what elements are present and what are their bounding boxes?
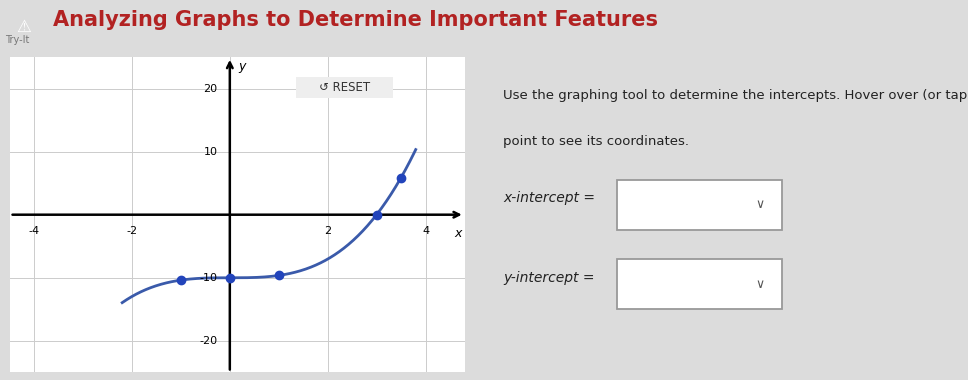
FancyBboxPatch shape <box>291 76 398 99</box>
Text: 20: 20 <box>203 84 218 93</box>
FancyBboxPatch shape <box>618 180 782 230</box>
Text: Use the graphing tool to determine the intercepts. Hover over (or tap) a: Use the graphing tool to determine the i… <box>503 89 968 102</box>
Text: ⚠: ⚠ <box>15 17 31 36</box>
Text: 2: 2 <box>324 226 331 236</box>
Text: point to see its coordinates.: point to see its coordinates. <box>503 135 689 148</box>
Text: 10: 10 <box>203 147 218 157</box>
Text: ∨: ∨ <box>755 198 765 211</box>
Text: -10: -10 <box>199 273 218 283</box>
Text: x-intercept =: x-intercept = <box>503 191 595 205</box>
Text: Analyzing Graphs to Determine Important Features: Analyzing Graphs to Determine Important … <box>53 10 658 30</box>
Text: -4: -4 <box>29 226 40 236</box>
Text: ∨: ∨ <box>755 278 765 291</box>
Text: -2: -2 <box>127 226 137 236</box>
Text: x: x <box>455 227 462 240</box>
Text: ↺ RESET: ↺ RESET <box>319 81 371 94</box>
Text: y-intercept =: y-intercept = <box>503 271 595 285</box>
FancyBboxPatch shape <box>618 259 782 309</box>
Text: -20: -20 <box>199 336 218 346</box>
Text: Try-It: Try-It <box>5 35 29 46</box>
Text: y: y <box>239 60 246 73</box>
Text: 4: 4 <box>422 226 429 236</box>
